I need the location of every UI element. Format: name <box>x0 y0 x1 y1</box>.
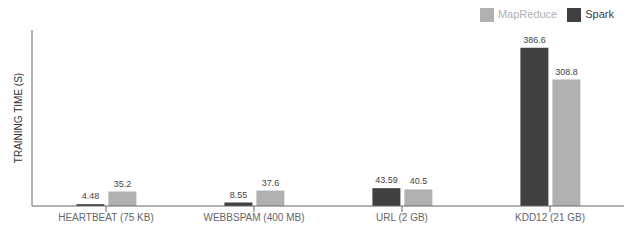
svg-text:4.48: 4.48 <box>82 191 100 201</box>
svg-text:40.5: 40.5 <box>410 176 428 186</box>
svg-text:KDD12 (21 GB): KDD12 (21 GB) <box>515 212 585 223</box>
svg-text:TRAINING TIME (S): TRAINING TIME (S) <box>13 73 24 163</box>
svg-text:37.6: 37.6 <box>262 178 280 188</box>
svg-text:8.55: 8.55 <box>230 190 248 200</box>
svg-text:386.6: 386.6 <box>523 35 546 45</box>
svg-text:35.2: 35.2 <box>114 179 132 189</box>
svg-text:WEBBSPAM (400 MB): WEBBSPAM (400 MB) <box>204 212 305 223</box>
svg-text:308.8: 308.8 <box>555 67 578 77</box>
html-text:MapReduce: MapReduce <box>497 8 558 20</box>
svg-text:HEARTBEAT (75 KB): HEARTBEAT (75 KB) <box>58 212 154 223</box>
svg-text:URL (2 GB): URL (2 GB) <box>376 212 428 223</box>
svg-text:43.59: 43.59 <box>375 175 398 185</box>
html-text:Spark: Spark <box>585 8 614 20</box>
